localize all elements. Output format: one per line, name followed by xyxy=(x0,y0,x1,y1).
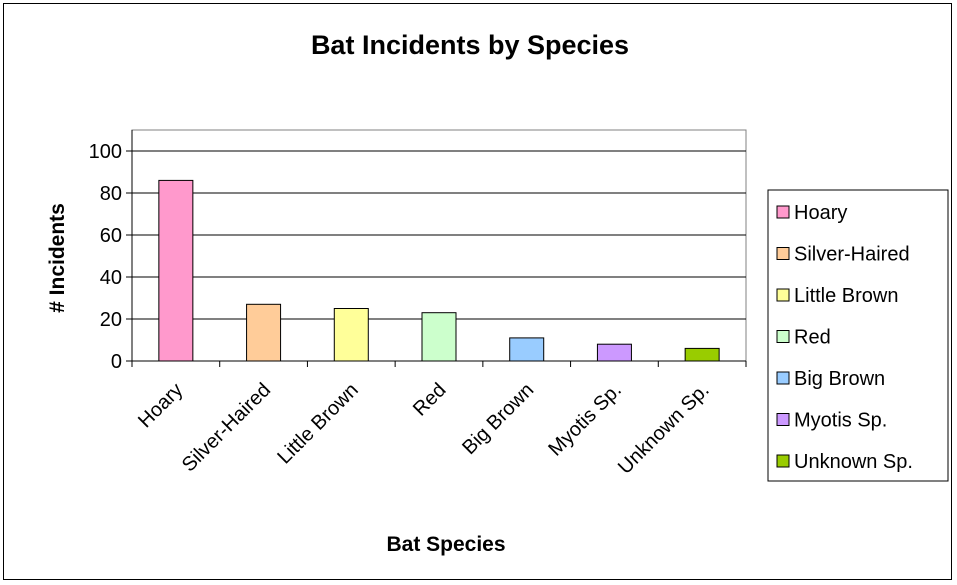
y-tick-label: 80 xyxy=(100,183,122,205)
legend-label: Unknown Sp. xyxy=(794,451,913,473)
legend-swatch xyxy=(776,413,790,426)
legend-label: Myotis Sp. xyxy=(794,410,887,432)
legend-label: Big Brown xyxy=(794,368,885,390)
x-tick-label: Red xyxy=(409,379,451,421)
plot-area xyxy=(131,129,747,362)
y-axis: 0 20 40 60 80 100 xyxy=(89,130,133,373)
bar-red xyxy=(421,312,457,362)
bar-silver-haired xyxy=(246,303,282,362)
legend-swatch xyxy=(776,205,790,219)
y-axis-title: # Incidents xyxy=(46,203,69,313)
y-tick-label: 100 xyxy=(89,141,122,163)
x-tick-label: Big Brown xyxy=(458,379,538,459)
x-axis-title: Bat Species xyxy=(386,533,505,556)
y-tick-label: 0 xyxy=(111,351,122,373)
legend-label: Red xyxy=(794,327,831,349)
legend-label: Little Brown xyxy=(794,285,899,307)
legend: Hoary Silver-Haired Little Brown Red Big Bro… xyxy=(767,189,949,482)
legend-swatch xyxy=(776,454,790,468)
legend-box xyxy=(767,189,949,482)
x-tick-label: Little Brown xyxy=(273,379,362,468)
bar-hoary xyxy=(158,179,194,362)
x-tick-label: Hoary xyxy=(134,379,187,432)
bar-myotis-sp xyxy=(596,343,632,362)
legend-label: Hoary xyxy=(794,202,847,224)
x-tick-label: Myotis Sp. xyxy=(544,379,626,461)
legend-swatch xyxy=(776,371,790,385)
legend-swatch xyxy=(776,330,790,343)
bar-little-brown xyxy=(333,308,369,362)
chart-title: Bat Incidents by Species xyxy=(311,30,629,60)
y-tick-label: 20 xyxy=(100,309,122,331)
legend-swatch xyxy=(776,288,790,302)
bar-big-brown xyxy=(509,337,545,362)
legend-label: Silver-Haired xyxy=(794,244,910,266)
bar-unknown-sp xyxy=(684,347,720,362)
legend-swatch xyxy=(776,247,790,260)
y-tick-label: 40 xyxy=(100,267,122,289)
x-tick-label: Silver-Haired xyxy=(178,379,275,476)
y-tick-label: 60 xyxy=(100,225,122,247)
x-tick-label: Unknown Sp. xyxy=(614,379,714,479)
